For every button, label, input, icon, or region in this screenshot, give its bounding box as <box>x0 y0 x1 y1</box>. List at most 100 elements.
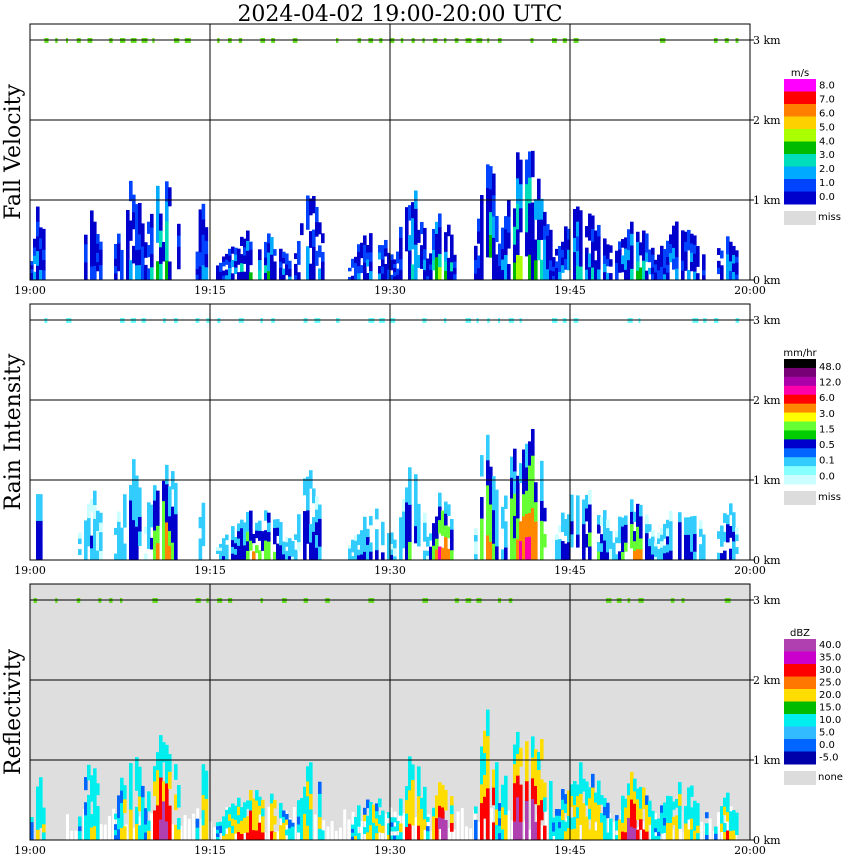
echo-pixel <box>582 778 586 792</box>
echo-pixel <box>318 793 322 806</box>
height-tick-label: 1 km <box>753 754 781 767</box>
echo-pixel <box>504 775 508 790</box>
echo-cell <box>396 756 427 841</box>
echo-pixel <box>234 826 238 834</box>
echo-pixel <box>663 545 667 554</box>
echo-cell <box>615 221 655 281</box>
echo-pixel <box>219 547 223 551</box>
echo-pixel <box>495 254 499 268</box>
echo-pixel <box>354 540 358 546</box>
echo-pixel <box>501 259 505 271</box>
echo-pixel <box>261 831 265 841</box>
echo-pixel <box>654 545 658 550</box>
echo-pixel <box>693 830 697 841</box>
echo-pixel <box>726 532 730 543</box>
legend-swatch <box>784 751 816 765</box>
echo-pixel <box>369 801 373 811</box>
echo-pixel <box>543 239 547 254</box>
echo-pixel <box>96 243 100 253</box>
echo-pixel <box>99 531 103 542</box>
echo-pixel <box>318 245 322 258</box>
echo-pixel <box>513 244 517 263</box>
height-tick-label: 3 km <box>753 34 781 47</box>
legend-missing-label: none <box>818 772 843 783</box>
echo-pixel <box>309 808 313 825</box>
echo-pixel <box>453 267 457 275</box>
echo-pixel <box>141 246 145 258</box>
echo-pixel <box>606 244 610 252</box>
echo-pixel <box>540 779 544 801</box>
echo-pixel <box>597 780 601 793</box>
echo-pixel <box>285 269 289 276</box>
echo-pixel <box>474 259 478 267</box>
echo-pixel <box>633 511 637 522</box>
time-tick-label: 20:00 <box>734 564 766 577</box>
no-echo-patch <box>171 824 174 840</box>
echo-pixel <box>645 831 649 841</box>
echo-pixel <box>690 516 694 526</box>
echo-pixel <box>633 827 637 841</box>
echo-pixel <box>282 553 286 561</box>
echo-pixel <box>138 796 142 812</box>
echo-pixel <box>624 248 628 260</box>
echo-pixel <box>684 517 688 527</box>
echo-pixel <box>159 213 163 231</box>
echo-pixel <box>699 528 703 537</box>
echo-pixel <box>681 240 685 251</box>
echo-pixel <box>519 463 523 484</box>
legend-label: 20.0 <box>819 690 841 701</box>
echo-pixel <box>216 271 220 275</box>
echo-pixel <box>348 551 352 555</box>
no-echo-patch <box>402 813 405 840</box>
echo-pixel <box>246 270 250 281</box>
echo-pixel <box>135 757 139 775</box>
echo-pixel <box>123 494 127 512</box>
echo-pixel <box>312 517 316 532</box>
echo-pixel <box>375 549 379 561</box>
echo-pixel <box>159 230 163 248</box>
echo-pixel <box>393 817 397 823</box>
no-echo-patch <box>183 815 187 840</box>
echo-pixel <box>558 809 562 816</box>
echo-pixel <box>429 274 433 281</box>
echo-pixel <box>312 196 316 214</box>
echo-pixel <box>666 551 670 561</box>
echo-pixel <box>165 782 169 803</box>
echo-pixel <box>204 826 209 841</box>
echo-pixel <box>273 527 277 537</box>
echo-pixel <box>507 232 511 249</box>
echo-pixel <box>42 259 46 271</box>
echo-pixel <box>660 252 664 260</box>
echo-pixel <box>579 224 583 239</box>
echo-pixel <box>585 226 589 238</box>
legend-label: 15.0 <box>819 702 841 713</box>
echo-pixel <box>30 835 34 841</box>
legend-swatch <box>784 676 816 690</box>
echo-pixel <box>597 542 601 552</box>
echo-pixel <box>660 534 664 542</box>
echo-pixel <box>639 515 643 528</box>
echo-pixel <box>201 219 206 235</box>
echo-pixel <box>243 537 247 546</box>
echo-pixel <box>585 247 589 259</box>
echo-pixel <box>96 252 100 263</box>
echo-pixel <box>120 802 124 816</box>
echo-pixel <box>606 527 610 537</box>
echo-pixel <box>501 817 505 830</box>
echo-pixel <box>216 829 220 834</box>
echo-pixel <box>354 826 358 832</box>
echo-pixel <box>138 781 142 797</box>
echo-pixel <box>663 810 667 819</box>
echo-pixel <box>291 541 295 546</box>
echo-pixel <box>399 551 403 561</box>
echo-pixel <box>306 825 310 841</box>
echo-pixel <box>474 266 478 274</box>
echo-pixel <box>144 816 148 825</box>
echo-pixel <box>387 828 391 835</box>
echo-pixel <box>390 826 394 832</box>
echo-pixel <box>231 546 235 554</box>
echo-pixel <box>438 492 442 507</box>
echo-pixel <box>684 251 688 262</box>
echo-pixel <box>285 258 289 265</box>
echo-pixel <box>129 180 133 202</box>
